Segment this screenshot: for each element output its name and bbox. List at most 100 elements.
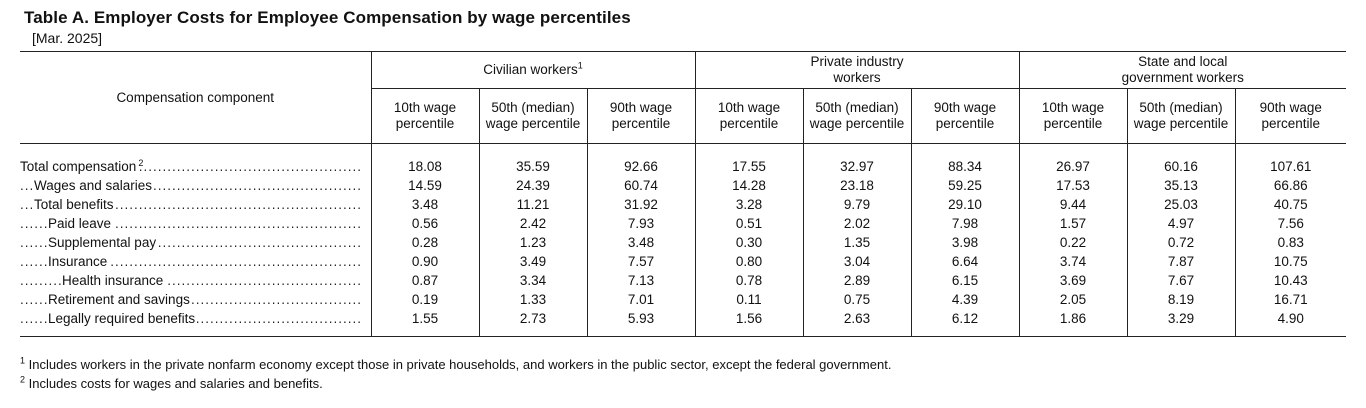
percentile-header: 50th (median) wage percentile xyxy=(802,88,911,144)
group-header-civilian: Civilian workers1 xyxy=(370,51,695,89)
value-cell: 0.90 xyxy=(370,252,479,271)
row-label-text: Paid leave xyxy=(48,216,114,231)
value-cell: 7.57 xyxy=(586,252,695,271)
table-row: ........................................… xyxy=(20,176,1347,195)
percentile-header: 90th wage percentile xyxy=(586,88,695,144)
value-cell: 0.30 xyxy=(694,233,803,252)
value-cell: 18.08 xyxy=(370,157,479,176)
value-cell: 0.28 xyxy=(370,233,479,252)
row-label: ........................................… xyxy=(20,195,371,214)
value-cell: 4.39 xyxy=(910,290,1019,309)
value-cell: 7.87 xyxy=(1126,252,1235,271)
value-cell: 3.74 xyxy=(1018,252,1127,271)
value-cell: 0.83 xyxy=(1234,233,1347,252)
footnote-2: 2 Includes costs for wages and salaries … xyxy=(20,374,891,393)
value-cell: 88.34 xyxy=(910,157,1019,176)
value-cell: 16.71 xyxy=(1234,290,1347,309)
row-label-text: Insurance xyxy=(48,254,110,269)
row-label-text: Total compensation xyxy=(20,159,139,174)
value-cell: 92.66 xyxy=(586,157,695,176)
table-date: [Mar. 2025] xyxy=(32,30,103,46)
value-cell: 60.74 xyxy=(586,176,695,195)
value-cell: 66.86 xyxy=(1234,176,1347,195)
value-cell: 35.13 xyxy=(1126,176,1235,195)
row-label-text: Total benefits xyxy=(34,197,116,212)
value-cell: 0.87 xyxy=(370,271,479,290)
row-label-text: Supplemental pay xyxy=(48,235,159,250)
row-label-text: Retirement and savings xyxy=(48,292,192,307)
value-cell: 2.42 xyxy=(478,214,587,233)
value-cell: 0.80 xyxy=(694,252,803,271)
table-row: ........................................… xyxy=(20,290,1347,309)
value-cell: 9.79 xyxy=(802,195,911,214)
value-cell: 3.48 xyxy=(586,233,695,252)
row-label: ........................................… xyxy=(20,176,371,195)
value-cell: 0.56 xyxy=(370,214,479,233)
table-row: ........................................… xyxy=(20,195,1347,214)
row-label-text: Wages and salaries xyxy=(34,178,155,193)
value-cell: 7.13 xyxy=(586,271,695,290)
value-cell: 10.75 xyxy=(1234,252,1347,271)
value-cell: 0.22 xyxy=(1018,233,1127,252)
row-label-text: Health insurance xyxy=(62,273,166,288)
table-title: Table A. Employer Costs for Employee Com… xyxy=(24,8,631,27)
value-cell: 3.48 xyxy=(370,195,479,214)
value-cell: 17.53 xyxy=(1018,176,1127,195)
value-cell: 2.02 xyxy=(802,214,911,233)
component-column-header: Compensation component xyxy=(20,51,371,144)
value-cell: 25.03 xyxy=(1126,195,1235,214)
value-cell: 32.97 xyxy=(802,157,911,176)
row-label: ........................................… xyxy=(20,233,371,252)
group-name: Private industry workers xyxy=(810,54,904,85)
table-row: ........................................… xyxy=(20,271,1347,290)
table-row: ........................................… xyxy=(20,252,1347,271)
value-cell: 4.97 xyxy=(1126,214,1235,233)
value-cell: 3.29 xyxy=(1126,309,1235,328)
value-cell: 2.73 xyxy=(478,309,587,328)
group-header-state-local: State and local government workers xyxy=(1018,51,1347,89)
value-cell: 7.56 xyxy=(1234,214,1347,233)
value-cell: 35.59 xyxy=(478,157,587,176)
value-cell: 1.23 xyxy=(478,233,587,252)
value-cell: 26.97 xyxy=(1018,157,1127,176)
value-cell: 0.11 xyxy=(694,290,803,309)
group-header-private: Private industry workers xyxy=(694,51,1019,89)
value-cell: 0.19 xyxy=(370,290,479,309)
value-cell: 23.18 xyxy=(802,176,911,195)
value-cell: 3.34 xyxy=(478,271,587,290)
table-row: ........................................… xyxy=(20,157,1347,176)
compensation-table: Compensation component Civilian workers1… xyxy=(20,51,1347,337)
value-cell: 1.56 xyxy=(694,309,803,328)
value-cell: 107.61 xyxy=(1234,157,1347,176)
value-cell: 0.78 xyxy=(694,271,803,290)
percentile-header: 10th wage percentile xyxy=(370,88,479,144)
value-cell: 14.59 xyxy=(370,176,479,195)
footnotes: 1 Includes workers in the private nonfar… xyxy=(20,355,891,393)
table-body: ........................................… xyxy=(20,143,1347,337)
value-cell: 7.98 xyxy=(910,214,1019,233)
value-cell: 1.86 xyxy=(1018,309,1127,328)
footnote-1: 1 Includes workers in the private nonfar… xyxy=(20,355,891,374)
value-cell: 17.55 xyxy=(694,157,803,176)
value-cell: 0.75 xyxy=(802,290,911,309)
value-cell: 1.35 xyxy=(802,233,911,252)
value-cell: 60.16 xyxy=(1126,157,1235,176)
component-header-label: Compensation component xyxy=(116,89,275,105)
value-cell: 6.64 xyxy=(910,252,1019,271)
percentile-header: 50th (median) wage percentile xyxy=(1126,88,1235,144)
value-cell: 31.92 xyxy=(586,195,695,214)
footnote-mark: 2 xyxy=(138,157,144,168)
value-cell: 9.44 xyxy=(1018,195,1127,214)
value-cell: 3.49 xyxy=(478,252,587,271)
row-label: ........................................… xyxy=(20,214,371,233)
percentile-header: 10th wage percentile xyxy=(1018,88,1127,144)
value-cell: 1.55 xyxy=(370,309,479,328)
table-row: ........................................… xyxy=(20,233,1347,252)
value-cell: 14.28 xyxy=(694,176,803,195)
table-row: ........................................… xyxy=(20,309,1347,328)
value-cell: 40.75 xyxy=(1234,195,1347,214)
value-cell: 4.90 xyxy=(1234,309,1347,328)
value-cell: 6.15 xyxy=(910,271,1019,290)
value-cell: 6.12 xyxy=(910,309,1019,328)
value-cell: 7.67 xyxy=(1126,271,1235,290)
